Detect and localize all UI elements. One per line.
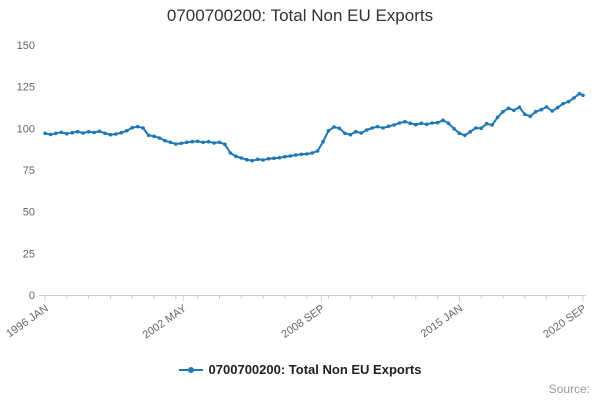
svg-text:1996 JAN: 1996 JAN: [4, 303, 51, 341]
svg-text:25: 25: [23, 248, 35, 260]
source-label: Source:: [548, 382, 590, 396]
svg-text:125: 125: [17, 82, 35, 94]
svg-text:2015 JAN: 2015 JAN: [419, 303, 466, 341]
svg-text:75: 75: [23, 165, 35, 177]
svg-text:100: 100: [17, 123, 35, 135]
svg-text:2008 SEP: 2008 SEP: [280, 303, 327, 341]
svg-text:50: 50: [23, 207, 35, 219]
svg-text:2020 SEP: 2020 SEP: [541, 303, 588, 341]
svg-text:0: 0: [29, 290, 35, 302]
legend-item[interactable]: 0700700200: Total Non EU Exports: [0, 362, 600, 377]
legend-label: 0700700200: Total Non EU Exports: [208, 362, 422, 377]
legend-line-marker-icon: [178, 366, 203, 373]
chart-title: 0700700200: Total Non EU Exports: [166, 6, 434, 25]
svg-text:2002 MAY: 2002 MAY: [141, 302, 190, 341]
svg-text:150: 150: [17, 40, 35, 52]
line-chart: 0 25 50 75 100 125 150 1996 JAN 2002 MAY 2008 SEP…: [4, 40, 588, 341]
